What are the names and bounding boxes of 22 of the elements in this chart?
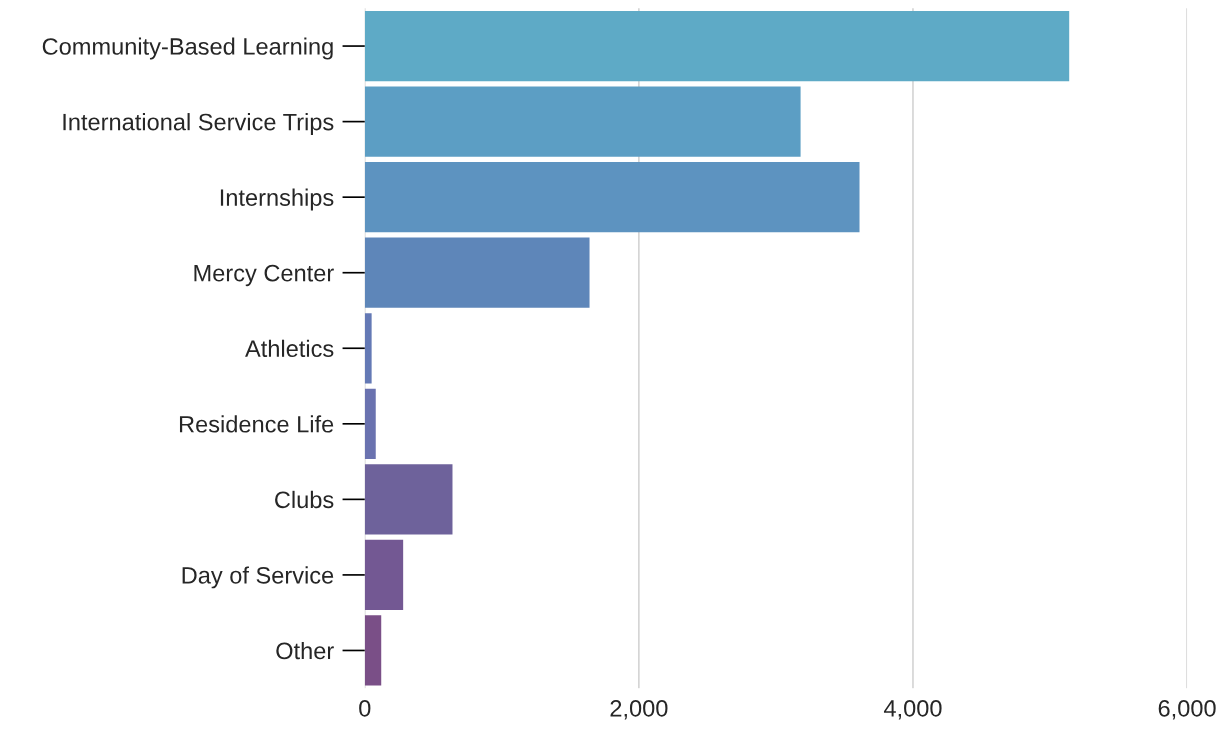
y-tick-label: Athletics [245, 339, 334, 358]
y-tick-label: International Service Trips [63, 113, 334, 136]
bar [364, 313, 372, 384]
bar [364, 464, 453, 535]
x-tick-label: 0 [359, 699, 371, 717]
x-tick-label: 2,000 [610, 699, 668, 720]
y-tick-label: Mercy Center [194, 264, 334, 287]
y-tick-label: Clubs [275, 490, 334, 509]
bar [364, 10, 1070, 82]
y-tick-label: Other [276, 641, 334, 660]
bar [364, 162, 860, 233]
x-tick-label: 4,000 [883, 699, 942, 720]
bar [364, 615, 382, 686]
x-tick-label: 6,000 [1158, 699, 1216, 720]
bar [364, 388, 376, 459]
bar [364, 237, 590, 308]
y-tick-label: Residence Life [179, 415, 334, 433]
y-tick-label: Internships [220, 188, 334, 211]
y-tick-label: Day of Service [182, 566, 334, 589]
bar [364, 86, 801, 157]
bar [364, 539, 404, 611]
y-tick-label: Community-Based Learning [42, 37, 333, 60]
